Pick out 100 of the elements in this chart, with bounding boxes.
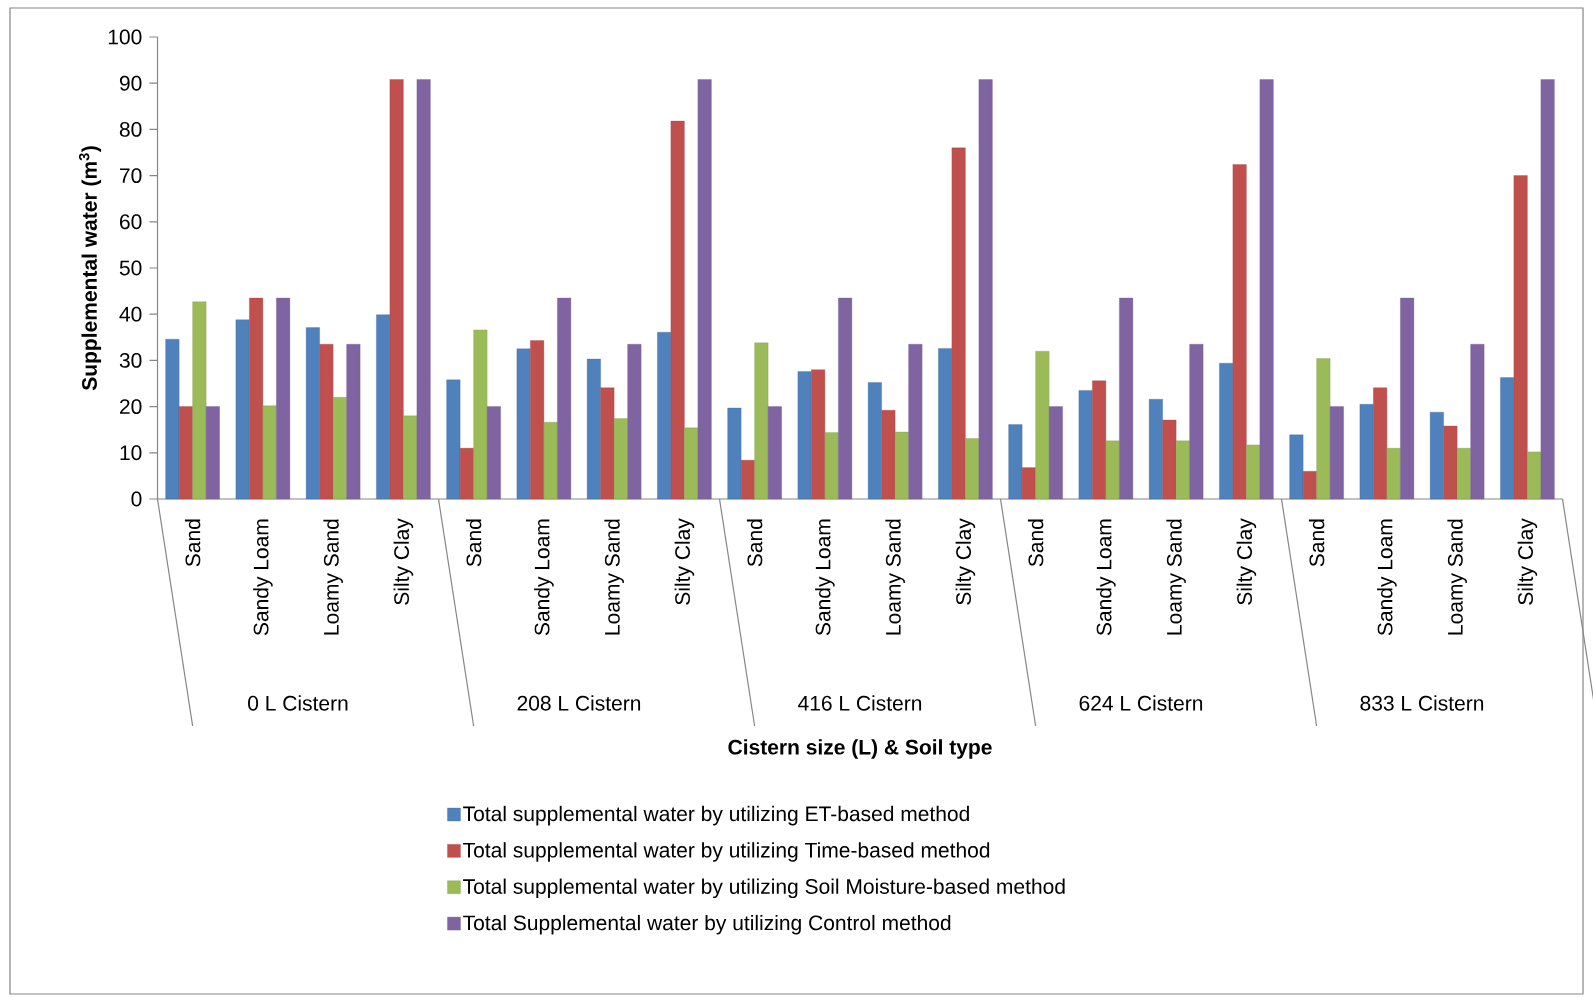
bar <box>1513 175 1528 500</box>
text: 416 L Cistern <box>798 695 922 711</box>
x-tick-label: Sand <box>746 519 763 567</box>
bar <box>1359 404 1374 500</box>
bar <box>965 438 980 500</box>
bar <box>1386 448 1401 500</box>
bar <box>332 397 347 500</box>
x-tick-label: Sandy Loam <box>253 519 273 636</box>
x-tick-label: Loamy Sand <box>604 519 624 635</box>
legend-label: Total supplemental water by utilizing ET-based method <box>463 805 969 826</box>
bar <box>459 448 474 500</box>
x-tick-label: Sandy Loam <box>1377 519 1397 636</box>
x-tick-label: Silty Clay <box>955 518 976 605</box>
x-tick-label: Sand <box>184 519 201 567</box>
x-tick-label: Sandy Loam <box>534 519 554 636</box>
bar <box>1470 344 1485 500</box>
x-tick-label: Loamy Sand <box>1166 519 1186 635</box>
text: 624 L Cistern <box>1079 695 1203 711</box>
y-axis-title: Supplemental water (m$^{3}$) <box>78 146 102 391</box>
bar <box>867 382 882 500</box>
y-tick-label: 50 <box>119 260 142 276</box>
bar <box>178 406 193 500</box>
bar <box>908 344 923 500</box>
bar <box>486 406 501 500</box>
bar <box>1092 380 1107 500</box>
bar <box>600 387 615 500</box>
bar <box>754 342 769 500</box>
bar <box>1429 411 1444 500</box>
x-tick-label: Sandy Loam <box>815 519 835 636</box>
bar <box>978 79 993 500</box>
bar <box>657 332 672 500</box>
x-tick-label: Loamy Sand <box>323 519 343 635</box>
bar <box>1527 451 1542 500</box>
x-tick-label: Silty Clay <box>1517 518 1538 605</box>
bar <box>1021 467 1036 500</box>
y-tick-label: 30 <box>119 352 142 368</box>
text: 208 L Cistern <box>517 695 641 711</box>
bar <box>670 120 685 500</box>
legend-label: Total Supplemental water by utilizing Control method <box>463 914 951 935</box>
bar <box>1259 79 1274 500</box>
bar <box>627 344 642 500</box>
bar <box>684 427 699 500</box>
bar <box>416 79 431 500</box>
bar <box>192 301 207 500</box>
x-tick-label: Silty Clay <box>674 518 695 605</box>
bar <box>205 406 220 500</box>
bar <box>1540 79 1555 500</box>
text: 0 L Cistern <box>248 695 348 711</box>
bar <box>376 314 391 500</box>
y-tick-label: 0 <box>131 491 142 507</box>
bar <box>262 405 277 500</box>
y-tick-label: 90 <box>119 75 142 91</box>
bar <box>1289 434 1304 500</box>
y-tick-label: 10 <box>120 445 142 461</box>
bar <box>1105 440 1120 500</box>
bar <box>1500 377 1515 500</box>
x-tick-label: Sandy Loam <box>1096 519 1116 636</box>
y-tick-label: 80 <box>119 121 142 137</box>
bar <box>1148 399 1163 500</box>
x-tick-label: Silty Clay <box>1236 518 1257 605</box>
bar <box>951 147 966 500</box>
legend-label: Total supplemental water by utilizing Soil Moisture-based method <box>463 878 1065 899</box>
bar <box>727 407 742 500</box>
bar <box>1316 358 1331 500</box>
bar <box>557 297 572 500</box>
bar <box>1373 387 1388 500</box>
bar <box>516 348 531 500</box>
y-tick-label: 60 <box>120 214 142 230</box>
bar <box>543 422 558 500</box>
bar <box>1162 419 1177 500</box>
bar <box>697 79 712 500</box>
y-tick-label: 40 <box>119 306 142 322</box>
bar <box>1302 471 1317 500</box>
x-tick-label: Silty Clay <box>393 518 414 605</box>
bar <box>797 371 812 500</box>
bar <box>346 344 361 500</box>
bar <box>1119 297 1134 500</box>
bar <box>1443 425 1458 500</box>
bar <box>530 340 545 500</box>
x-axis-title: Cistern size (L) & Soil type <box>728 739 992 759</box>
bar <box>586 358 601 500</box>
bar <box>1048 406 1063 500</box>
bar <box>1246 444 1261 500</box>
x-tick-label: Sand <box>465 519 482 567</box>
bar <box>811 369 826 500</box>
bar <box>1189 344 1204 500</box>
bar <box>276 297 291 500</box>
bar <box>1078 390 1093 500</box>
bar <box>767 406 782 500</box>
bar <box>881 410 896 500</box>
bar <box>938 348 953 500</box>
bar <box>824 432 839 500</box>
bar <box>403 415 418 500</box>
bar <box>1329 406 1344 500</box>
y-tick-label: 70 <box>120 168 142 184</box>
bar <box>305 327 320 500</box>
y-tick-label: 20 <box>120 399 142 415</box>
x-tick-label: Sand <box>1027 519 1044 567</box>
bar <box>319 344 334 500</box>
bar <box>1232 164 1247 500</box>
